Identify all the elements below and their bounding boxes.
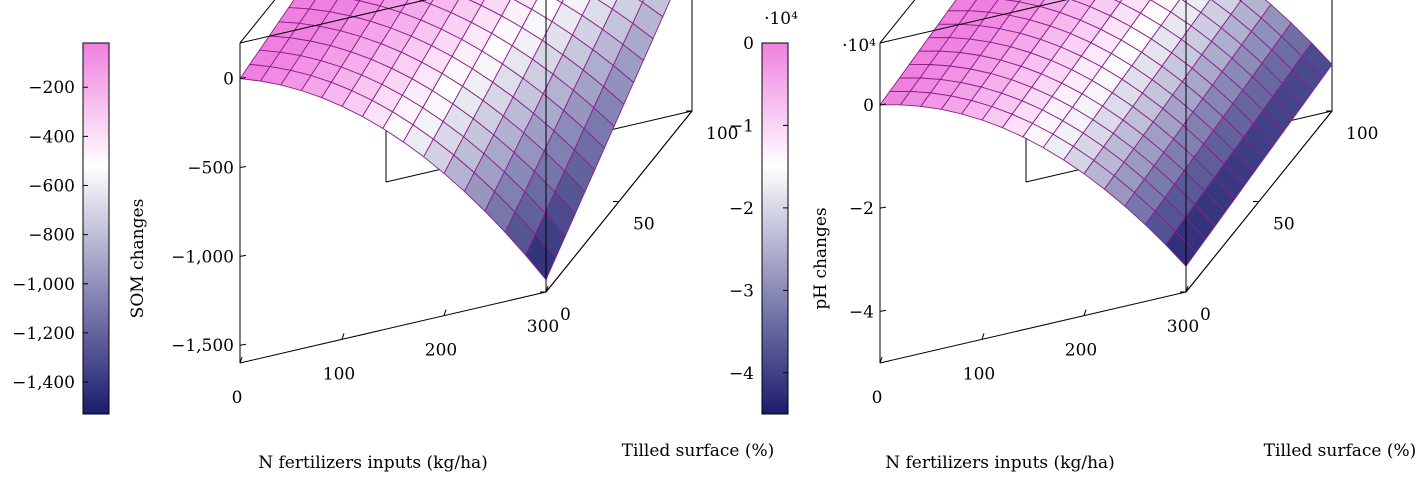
y-tick-label: 0 xyxy=(560,305,571,325)
axis-box-edge xyxy=(239,0,428,44)
x-tick-mark xyxy=(1083,309,1087,316)
y-tick-label: 100 xyxy=(1346,124,1378,144)
z-tick-mark xyxy=(239,165,247,168)
colorbar-tick-label: −400 xyxy=(28,127,75,147)
surface-patch xyxy=(239,63,271,82)
x-tick-label: 100 xyxy=(323,364,355,384)
y-axis-label: Tilled surface (%) xyxy=(1264,441,1417,461)
x-tick-label: 300 xyxy=(1167,317,1199,337)
x-tick-mark xyxy=(443,309,447,316)
z-tick-mark xyxy=(239,254,247,257)
z-tick-mark xyxy=(879,309,887,312)
z-tick-mark xyxy=(239,343,247,346)
colorbar xyxy=(82,42,110,415)
x-axis-line xyxy=(879,291,1187,364)
z-tick-label: −4 xyxy=(849,302,874,322)
y-axis-label: Tilled surface (%) xyxy=(622,441,775,461)
z-tick-label: 0 xyxy=(223,70,234,90)
x-tick-mark xyxy=(879,356,883,364)
x-tick-mark xyxy=(545,285,549,293)
y-tick-label: 50 xyxy=(1273,215,1295,235)
colorbar-tick-label: −800 xyxy=(28,226,75,246)
x-tick-label: 0 xyxy=(872,388,883,408)
y-tick-label: 0 xyxy=(1200,305,1211,325)
axis-box-edge xyxy=(879,0,1068,44)
colorbar-tick-label: −3 xyxy=(729,281,754,301)
x-axis-label: N fertilizers inputs (kg/ha) xyxy=(885,453,1115,473)
colorbar xyxy=(761,42,789,415)
ph-surface-chart: 0−1−2−3−4pH changes·10⁴01002003000501000… xyxy=(729,0,1416,473)
x-tick-mark xyxy=(239,356,243,364)
x-axis-line xyxy=(239,291,547,364)
colorbar-tick-label: −4 xyxy=(729,364,754,384)
x-tick-label: 200 xyxy=(425,341,457,361)
z-tick-label: −1,000 xyxy=(171,247,234,267)
colorbar-label: pH changes xyxy=(811,207,831,309)
colorbar-tick-label: −1,000 xyxy=(12,275,75,295)
axis-box-edge xyxy=(879,0,916,44)
z-tick-mark xyxy=(879,206,887,209)
z-tick-label: −2 xyxy=(849,199,874,219)
colorbar-multiplier: ·10⁴ xyxy=(764,9,798,29)
z-tick-label: −1,500 xyxy=(171,336,234,356)
colorbar-tick-label: −1,200 xyxy=(12,324,75,344)
z-axis-multiplier: ·10⁴ xyxy=(842,36,876,56)
surface-patch xyxy=(879,90,911,106)
colorbar-label: SOM changes xyxy=(128,199,148,319)
colorbar-tick-label: −600 xyxy=(28,177,75,197)
x-tick-mark xyxy=(1185,285,1189,293)
x-tick-mark xyxy=(981,333,985,340)
y-tick-label: 100 xyxy=(706,124,738,144)
z-tick-label: −500 xyxy=(187,158,234,178)
x-tick-label: 0 xyxy=(232,388,243,408)
colorbar-tick-label: −2 xyxy=(729,199,754,219)
x-tick-label: 200 xyxy=(1065,341,1097,361)
x-tick-label: 300 xyxy=(527,317,559,337)
colorbar-tick-label: −200 xyxy=(28,78,75,98)
axis-box-edge xyxy=(239,0,276,44)
y-tick-label: 50 xyxy=(633,215,655,235)
colorbar-tick-label: −1,400 xyxy=(12,373,75,393)
x-tick-label: 100 xyxy=(963,364,995,384)
colorbar-tick-label: −1 xyxy=(729,116,754,136)
z-tick-mark xyxy=(239,77,247,80)
x-tick-mark xyxy=(341,333,345,340)
colorbar-tick-label: 0 xyxy=(743,34,754,54)
z-tick-mark xyxy=(879,103,887,106)
x-axis-label: N fertilizers inputs (kg/ha) xyxy=(258,453,488,473)
z-tick-label: 0 xyxy=(863,96,874,116)
